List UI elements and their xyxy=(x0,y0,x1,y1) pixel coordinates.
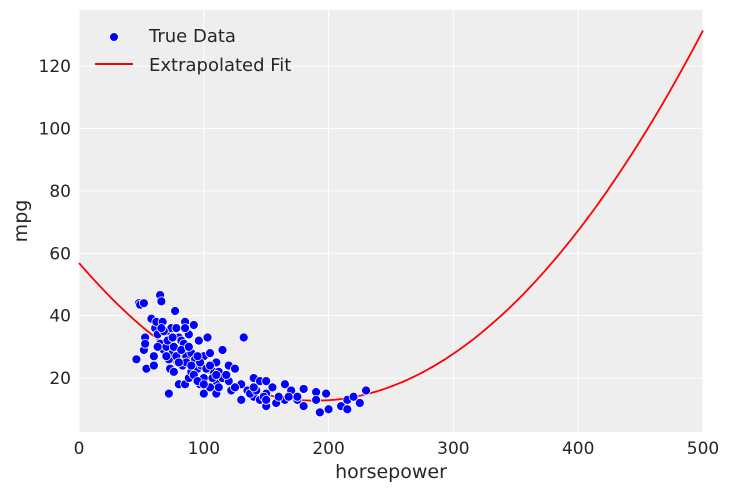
grid xyxy=(78,10,704,432)
data-point xyxy=(283,391,294,402)
data-point xyxy=(180,323,190,334)
y-tick-label: 20 xyxy=(49,369,71,389)
data-point xyxy=(230,363,240,374)
data-point xyxy=(273,391,284,402)
x-tick-label: 200 xyxy=(312,439,344,459)
data-point xyxy=(148,360,159,371)
data-point xyxy=(238,332,249,343)
data-point xyxy=(217,345,228,355)
data-point xyxy=(248,382,259,393)
data-point xyxy=(163,388,174,399)
data-point xyxy=(131,354,142,365)
data-point xyxy=(173,357,184,368)
data-point xyxy=(156,323,167,334)
data-point xyxy=(171,323,182,334)
data-point xyxy=(161,351,172,362)
legend: True Data Extrapolated Fit xyxy=(95,26,291,76)
data-point xyxy=(261,394,272,405)
legend-label-true-data: True Data xyxy=(148,26,236,47)
data-point xyxy=(167,332,178,343)
data-point xyxy=(298,384,309,394)
tick-labels: 0 100 200 300 400 500 20 40 60 80 100 120 xyxy=(39,57,720,459)
data-point xyxy=(183,341,194,352)
y-axis-label: mpg xyxy=(10,200,32,243)
data-point xyxy=(261,376,272,387)
data-point xyxy=(205,348,215,358)
data-point xyxy=(321,388,332,399)
data-point xyxy=(314,407,325,418)
y-tick-label: 80 xyxy=(49,182,71,202)
data-point xyxy=(221,370,232,380)
data-point xyxy=(193,335,204,346)
data-point xyxy=(148,351,159,362)
data-point xyxy=(140,338,151,349)
data-point xyxy=(213,382,224,393)
y-tick-label: 120 xyxy=(39,57,71,77)
data-point xyxy=(361,385,371,396)
data-point xyxy=(348,391,359,402)
data-point xyxy=(230,382,240,393)
x-tick-label: 500 xyxy=(687,439,719,459)
data-point xyxy=(138,298,149,309)
data-point xyxy=(192,351,203,362)
data-point xyxy=(170,306,180,316)
x-tick-label: 100 xyxy=(188,439,220,459)
data-point xyxy=(323,404,334,415)
data-point xyxy=(205,360,215,371)
data-point xyxy=(188,320,199,330)
y-tick-label: 40 xyxy=(49,307,71,327)
data-point xyxy=(267,382,278,393)
legend-marker-true-data xyxy=(109,32,119,42)
x-tick-label: 0 xyxy=(74,439,85,459)
y-tick-label: 100 xyxy=(39,120,71,140)
y-tick-label: 60 xyxy=(49,244,71,264)
data-point xyxy=(152,341,163,352)
data-point xyxy=(280,379,290,390)
data-point xyxy=(186,360,197,371)
data-point xyxy=(198,379,209,390)
data-point xyxy=(342,404,353,415)
data-point xyxy=(236,394,247,405)
x-tick-label: 400 xyxy=(562,439,594,459)
scatter-points xyxy=(131,290,371,418)
data-point xyxy=(298,401,309,412)
data-point xyxy=(168,366,179,377)
data-point xyxy=(211,370,222,380)
x-axis-label: horsepower xyxy=(335,461,447,483)
data-point xyxy=(311,394,322,405)
data-point xyxy=(354,398,365,408)
data-point xyxy=(156,296,167,307)
data-point xyxy=(202,332,213,343)
x-tick-label: 300 xyxy=(437,439,469,459)
legend-label-fit: Extrapolated Fit xyxy=(149,55,291,76)
data-point xyxy=(292,391,303,402)
